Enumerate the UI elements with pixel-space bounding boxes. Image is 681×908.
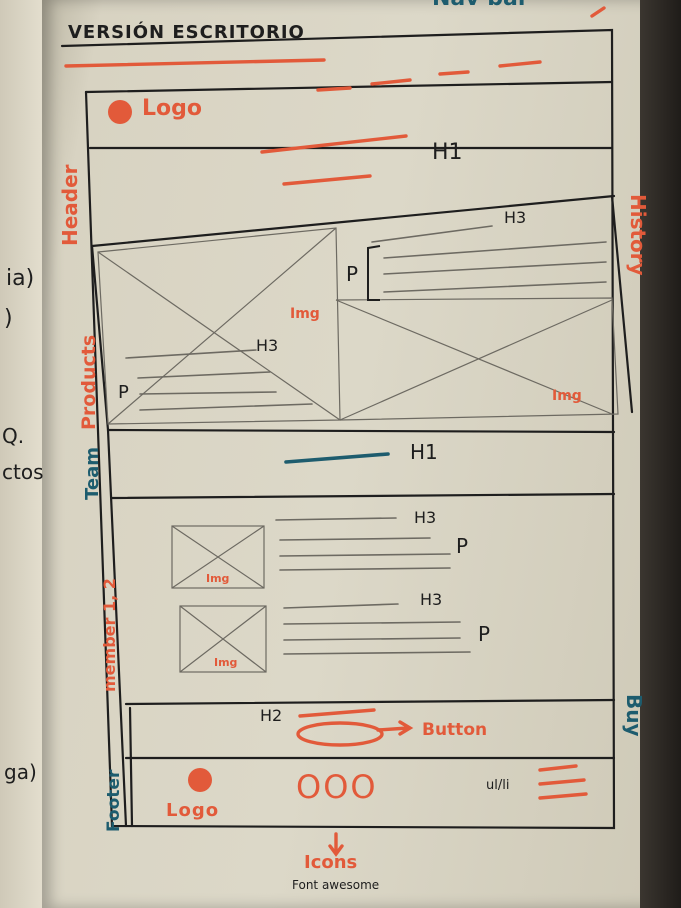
left-note: ctos bbox=[2, 460, 44, 484]
header-h1: H1 bbox=[432, 140, 463, 165]
member-1-h3: H3 bbox=[414, 508, 437, 527]
member-2-p: P bbox=[478, 622, 491, 646]
team-h1: H1 bbox=[410, 440, 438, 464]
left-note: Q. bbox=[2, 424, 25, 448]
left-note: ga) bbox=[4, 760, 37, 784]
nav-label: Nav bar bbox=[432, 0, 529, 11]
section-label-team: Team bbox=[82, 447, 103, 500]
member-1-img-label: Img bbox=[206, 572, 230, 585]
buy-h2: H2 bbox=[260, 706, 283, 725]
footer-icons-glyph: OOO bbox=[296, 768, 378, 806]
history-p: P bbox=[346, 262, 359, 286]
history-img-label: Img bbox=[552, 388, 582, 404]
products-h3: H3 bbox=[256, 336, 279, 355]
header-logo-text: Logo bbox=[142, 96, 202, 121]
products-p: P bbox=[118, 382, 129, 403]
left-note: ia) bbox=[6, 266, 35, 291]
sketch-title: VERSIÓN ESCRITORIO bbox=[68, 22, 305, 43]
notebook-page bbox=[42, 0, 648, 908]
section-label-footer: Footer bbox=[104, 769, 124, 832]
section-label-header: Header bbox=[58, 164, 82, 246]
footer-list-note: ul/li bbox=[486, 778, 510, 793]
footer-logo-text: Logo bbox=[166, 800, 220, 821]
member-1-p: P bbox=[456, 534, 469, 558]
history-h3: H3 bbox=[504, 208, 527, 227]
section-label-members: member 1, 2 bbox=[100, 578, 119, 692]
products-img-label: Img bbox=[290, 306, 320, 322]
member-2-h3: H3 bbox=[420, 590, 443, 609]
member-2-img-label: Img bbox=[214, 656, 238, 669]
footer-icons-sub: Font awesome bbox=[292, 878, 380, 892]
footer-icons-note: Icons bbox=[304, 852, 358, 873]
section-label-history: History bbox=[626, 194, 650, 276]
left-note: ) bbox=[4, 306, 13, 331]
section-label-products: Products bbox=[78, 334, 100, 430]
buy-button-note: Button bbox=[422, 720, 488, 740]
page-edge bbox=[640, 0, 681, 908]
section-label-buy: Buy bbox=[622, 694, 646, 737]
